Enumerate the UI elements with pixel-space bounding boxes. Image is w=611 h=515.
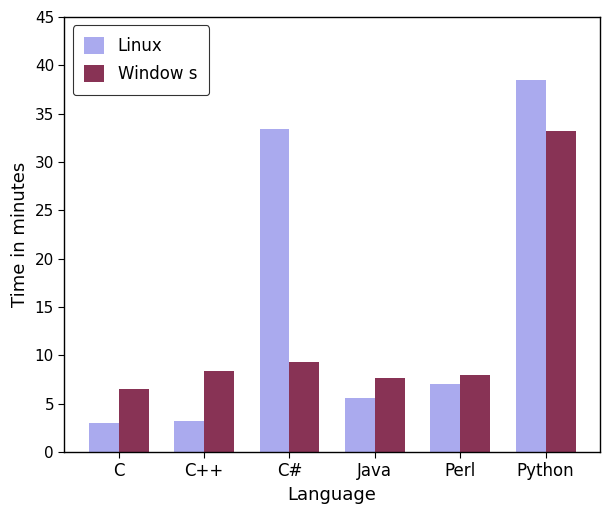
Bar [516,80,546,452]
Bar [546,131,576,452]
Bar [119,389,148,452]
Legend: Linux, Window s: Linux, Window s [73,25,209,95]
X-axis label: Language: Language [288,486,376,504]
Bar [260,129,290,452]
Bar [204,371,234,452]
Bar [345,398,375,452]
Bar [290,362,320,452]
Bar [460,374,490,452]
Bar [375,377,404,452]
Bar [430,384,460,452]
Bar [174,421,204,452]
Bar [89,423,119,452]
Y-axis label: Time in minutes: Time in minutes [11,162,29,307]
